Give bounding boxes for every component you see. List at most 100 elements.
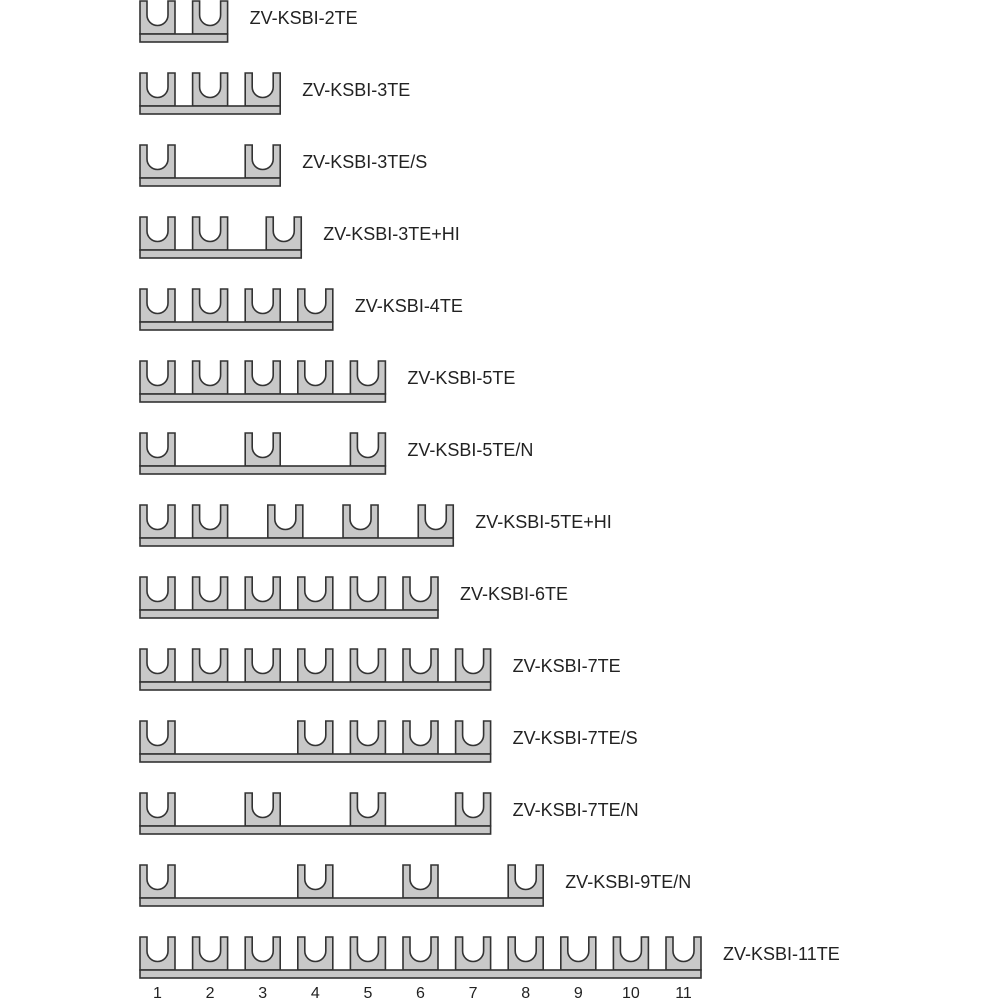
busbar-label: ZV-KSBI-3TE	[302, 80, 410, 100]
comb-tooth	[244, 576, 281, 611]
comb-tooth	[349, 648, 387, 683]
busbar-label: ZV-KSBI-2TE	[250, 8, 358, 28]
comb-tooth	[402, 648, 439, 683]
comb-tooth	[297, 720, 334, 755]
busbar-row: ZV-KSBI-5TE	[139, 360, 515, 403]
busbar-label: ZV-KSBI-4TE	[355, 296, 463, 316]
comb-tooth	[612, 936, 650, 971]
busbar-row: ZV-KSBI-2TE	[139, 0, 358, 43]
busbar-rail	[139, 33, 229, 43]
busbar-rail	[139, 105, 281, 115]
busbar-label: ZV-KSBI-5TE/N	[407, 440, 533, 460]
comb-tooth	[191, 504, 229, 539]
busbar-row: ZV-KSBI-3TE/S	[139, 144, 427, 187]
busbar-label: ZV-KSBI-3TE/S	[302, 152, 427, 172]
comb-tooth	[349, 432, 387, 467]
comb-tooth	[402, 720, 439, 755]
comb-tooth	[297, 936, 334, 971]
busbar-row: ZV-KSBI-4TE	[139, 288, 463, 331]
comb-tooth	[139, 936, 176, 971]
comb-tooth	[191, 936, 229, 971]
busbar-rail	[139, 393, 387, 403]
position-number: 6	[416, 985, 425, 1000]
busbar-row: ZV-KSBI-3TE+HI	[139, 216, 460, 259]
comb-tooth	[139, 72, 176, 107]
comb-tooth	[297, 576, 334, 611]
comb-tooth	[139, 0, 176, 35]
position-number: 2	[206, 985, 215, 1000]
comb-tooth	[191, 576, 229, 611]
busbar-label: ZV-KSBI-7TE/N	[513, 800, 639, 820]
comb-tooth	[297, 360, 334, 395]
comb-tooth	[244, 360, 281, 395]
comb-tooth	[507, 936, 544, 971]
comb-tooth	[139, 360, 176, 395]
busbar-row: ZV-KSBI-9TE/N	[139, 864, 691, 907]
position-number: 10	[622, 985, 640, 1000]
comb-tooth	[560, 936, 597, 971]
position-number: 5	[363, 985, 372, 1000]
comb-tooth	[267, 504, 304, 539]
comb-tooth	[454, 720, 492, 755]
comb-tooth	[139, 144, 176, 179]
comb-tooth	[402, 576, 439, 611]
busbar-rail	[139, 177, 281, 187]
comb-tooth	[349, 360, 387, 395]
busbar-row: ZV-KSBI-11TE	[139, 936, 840, 979]
comb-tooth	[139, 792, 176, 827]
busbar-rail	[139, 753, 492, 763]
comb-tooth	[244, 936, 281, 971]
comb-tooth	[139, 864, 176, 899]
busbar-rail	[139, 537, 455, 547]
comb-tooth	[139, 432, 176, 467]
busbar-rail	[139, 609, 439, 619]
busbar-rail	[139, 897, 545, 907]
busbar-rail	[139, 321, 334, 331]
comb-tooth	[139, 720, 176, 755]
comb-tooth	[191, 216, 229, 251]
comb-tooth	[139, 288, 176, 323]
comb-tooth	[349, 576, 387, 611]
busbar-row: ZV-KSBI-3TE	[139, 72, 410, 115]
busbar-row: ZV-KSBI-5TE/N	[139, 432, 533, 475]
comb-tooth	[244, 792, 281, 827]
comb-tooth	[349, 792, 387, 827]
busbar-row: ZV-KSBI-7TE/N	[139, 792, 639, 835]
busbar-rail	[139, 969, 702, 979]
busbar-rail	[139, 465, 387, 475]
position-number: 11	[675, 985, 692, 1000]
busbar-label: ZV-KSBI-7TE	[513, 656, 621, 676]
comb-tooth	[507, 864, 544, 899]
comb-tooth	[417, 504, 455, 539]
comb-tooth	[265, 216, 303, 251]
position-number: 9	[574, 985, 583, 1000]
comb-tooth	[139, 504, 176, 539]
busbar-rail	[139, 825, 492, 835]
busbar-label: ZV-KSBI-9TE/N	[565, 872, 691, 892]
comb-tooth	[297, 648, 334, 683]
comb-tooth	[454, 648, 492, 683]
comb-tooth	[139, 648, 176, 683]
comb-tooth	[191, 360, 229, 395]
position-number: 1	[153, 985, 162, 1000]
comb-tooth	[349, 936, 387, 971]
busbar-rail	[139, 249, 303, 259]
busbar-label: ZV-KSBI-5TE	[407, 368, 515, 388]
busbar-label: ZV-KSBI-3TE+HI	[323, 224, 460, 244]
comb-tooth	[191, 0, 229, 35]
position-number: 3	[258, 985, 267, 1000]
busbar-row: ZV-KSBI-5TE+HI	[139, 504, 612, 547]
comb-tooth	[244, 288, 281, 323]
comb-tooth	[402, 936, 439, 971]
comb-tooth	[349, 720, 387, 755]
comb-tooth	[454, 792, 492, 827]
position-number: 4	[311, 985, 320, 1000]
busbar-rail	[139, 681, 492, 691]
busbar-row: ZV-KSBI-7TE	[139, 648, 621, 691]
busbar-label: ZV-KSBI-6TE	[460, 584, 568, 604]
comb-tooth	[297, 288, 334, 323]
busbar-label: ZV-KSBI-11TE	[723, 944, 840, 964]
busbar-label: ZV-KSBI-5TE+HI	[475, 512, 612, 532]
comb-tooth	[402, 864, 439, 899]
